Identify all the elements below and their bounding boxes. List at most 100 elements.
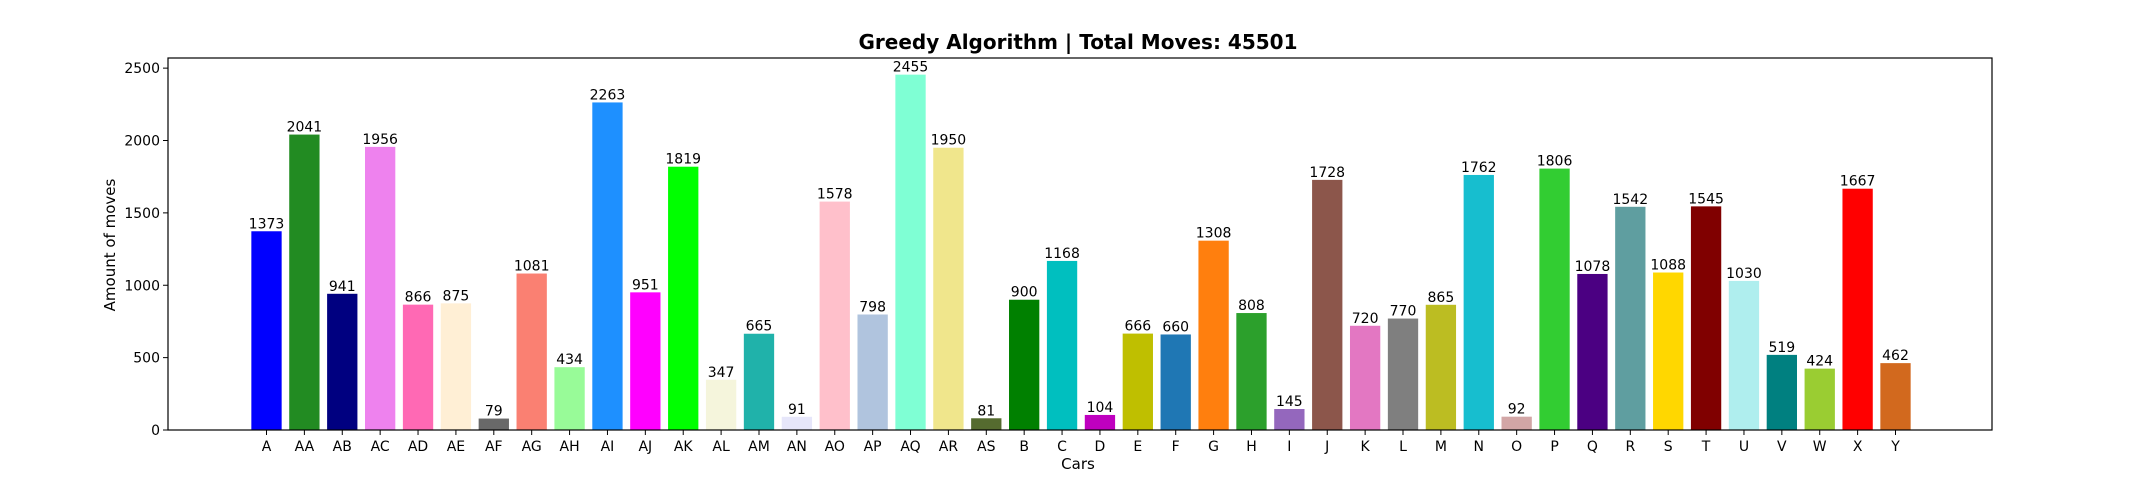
bar-k bbox=[1349, 325, 1381, 430]
bar-ar bbox=[933, 147, 964, 430]
x-tick-label-al: AL bbox=[712, 439, 730, 455]
bar-al bbox=[705, 379, 737, 430]
bar-ae bbox=[440, 303, 472, 430]
bar-value-label-u: 1030 bbox=[1726, 266, 1762, 282]
bar-value-label-l: 770 bbox=[1390, 304, 1417, 320]
x-tick-label-r: R bbox=[1625, 439, 1635, 455]
bar-ab bbox=[327, 293, 358, 430]
y-tick-label-0: 0 bbox=[151, 423, 160, 439]
bar-value-label-ad: 866 bbox=[405, 290, 432, 306]
bar-value-label-s: 1088 bbox=[1650, 258, 1686, 274]
bar-value-label-am: 665 bbox=[746, 319, 773, 335]
bar-p bbox=[1539, 168, 1570, 430]
bar-value-label-e: 666 bbox=[1124, 319, 1151, 335]
bar-y bbox=[1880, 363, 1911, 430]
bar-q bbox=[1577, 273, 1608, 430]
bar-value-label-ap: 798 bbox=[859, 299, 886, 315]
x-tick-label-w: W bbox=[1813, 439, 1827, 455]
y-tick-label-1000: 1000 bbox=[124, 278, 160, 294]
bar-j bbox=[1312, 179, 1343, 430]
bar-o bbox=[1501, 416, 1532, 430]
bar-value-label-ah: 434 bbox=[556, 352, 583, 368]
bar-b bbox=[1009, 299, 1040, 430]
bar-t bbox=[1690, 206, 1722, 430]
x-tick-label-g: G bbox=[1208, 439, 1219, 455]
bar-ac bbox=[364, 146, 396, 431]
bar-h bbox=[1236, 313, 1267, 430]
bar-value-label-y: 462 bbox=[1882, 348, 1909, 364]
x-tick-label-ag: AG bbox=[522, 439, 542, 455]
bar-am bbox=[743, 333, 775, 430]
bar-value-label-g: 1308 bbox=[1196, 226, 1232, 242]
x-tick-label-as: AS bbox=[977, 439, 996, 455]
x-tick-label-x: X bbox=[1853, 439, 1863, 455]
x-tick-label-u: U bbox=[1739, 439, 1749, 455]
bar-value-label-m: 865 bbox=[1428, 290, 1455, 306]
bar-value-label-a: 1373 bbox=[249, 216, 285, 232]
x-tick-label-n: N bbox=[1474, 439, 1484, 455]
x-tick-label-af: AF bbox=[485, 439, 503, 455]
bar-ap bbox=[857, 314, 888, 430]
bar-value-label-r: 1542 bbox=[1612, 192, 1648, 208]
bar-value-label-ac: 1956 bbox=[362, 132, 398, 148]
bar-value-label-i: 145 bbox=[1276, 394, 1303, 410]
x-tick-label-aj: AJ bbox=[638, 439, 652, 455]
x-tick-label-ap: AP bbox=[864, 439, 882, 455]
bar-value-label-k: 720 bbox=[1352, 311, 1379, 327]
bar-value-label-w: 424 bbox=[1806, 354, 1833, 370]
bars-group bbox=[251, 74, 1911, 431]
bar-value-label-af: 79 bbox=[485, 404, 503, 420]
bar-value-label-an: 91 bbox=[788, 402, 806, 418]
bar-value-label-aq: 2455 bbox=[893, 60, 929, 76]
bar-ad bbox=[402, 304, 434, 430]
x-tick-label-y: Y bbox=[1890, 439, 1900, 455]
bar-a bbox=[251, 231, 282, 430]
x-tick-label-ar: AR bbox=[939, 439, 959, 455]
x-tick-label-e: E bbox=[1133, 439, 1142, 455]
x-tick-label-ab: AB bbox=[333, 439, 352, 455]
y-axis: 0 500 1000 1500 2000 2500 bbox=[124, 61, 168, 439]
bar-value-label-d: 104 bbox=[1087, 400, 1114, 416]
x-tick-label-ah: AH bbox=[560, 439, 580, 455]
bar-value-label-o: 92 bbox=[1508, 402, 1526, 418]
bar-g bbox=[1198, 240, 1229, 430]
bar-n bbox=[1463, 174, 1494, 430]
x-tick-label-k: K bbox=[1361, 439, 1371, 455]
bar-value-label-aj: 951 bbox=[632, 277, 659, 293]
x-tick-label-am: AM bbox=[748, 439, 770, 455]
bar-an bbox=[781, 416, 813, 430]
bar-c bbox=[1046, 260, 1078, 430]
bar-value-label-b: 900 bbox=[1011, 285, 1038, 301]
bar-d bbox=[1084, 414, 1116, 430]
bar-ag bbox=[516, 273, 547, 430]
x-tick-label-p: P bbox=[1550, 439, 1558, 455]
x-tick-label-ao: AO bbox=[825, 439, 845, 455]
bar-value-label-n: 1762 bbox=[1461, 160, 1497, 176]
bar-ah bbox=[554, 367, 585, 430]
bar-value-label-ai: 2263 bbox=[590, 87, 626, 103]
bar-m bbox=[1425, 304, 1457, 430]
bar-value-label-as: 81 bbox=[977, 403, 995, 419]
x-tick-label-o: O bbox=[1511, 439, 1522, 455]
x-tick-label-t: T bbox=[1701, 439, 1711, 455]
bar-e bbox=[1122, 333, 1153, 430]
y-tick-label-1500: 1500 bbox=[124, 206, 160, 222]
x-tick-label-l: L bbox=[1399, 439, 1407, 455]
x-tick-label-a: A bbox=[262, 439, 272, 455]
bar-i bbox=[1274, 409, 1305, 430]
x-tick-label-s: S bbox=[1664, 439, 1673, 455]
bar-aa bbox=[289, 134, 320, 430]
x-tick-label-v: V bbox=[1777, 439, 1787, 455]
bar-value-label-ak: 1819 bbox=[665, 152, 701, 168]
bar-as bbox=[971, 418, 1002, 430]
bar-value-label-ae: 875 bbox=[443, 288, 470, 304]
bar-s bbox=[1653, 272, 1684, 430]
bar-f bbox=[1160, 334, 1191, 430]
plot-frame bbox=[167, 57, 1993, 431]
x-tick-label-c: C bbox=[1057, 439, 1067, 455]
bar-value-label-ag: 1081 bbox=[514, 259, 550, 275]
bar-labels-group: 1373 2041 941 1956 866 875 79 1081 434 2263 951 181… bbox=[249, 60, 1909, 420]
x-tick-label-ae: AE bbox=[447, 439, 465, 455]
x-tick-label-aa: AA bbox=[295, 439, 315, 455]
x-tick-label-an: AN bbox=[787, 439, 807, 455]
